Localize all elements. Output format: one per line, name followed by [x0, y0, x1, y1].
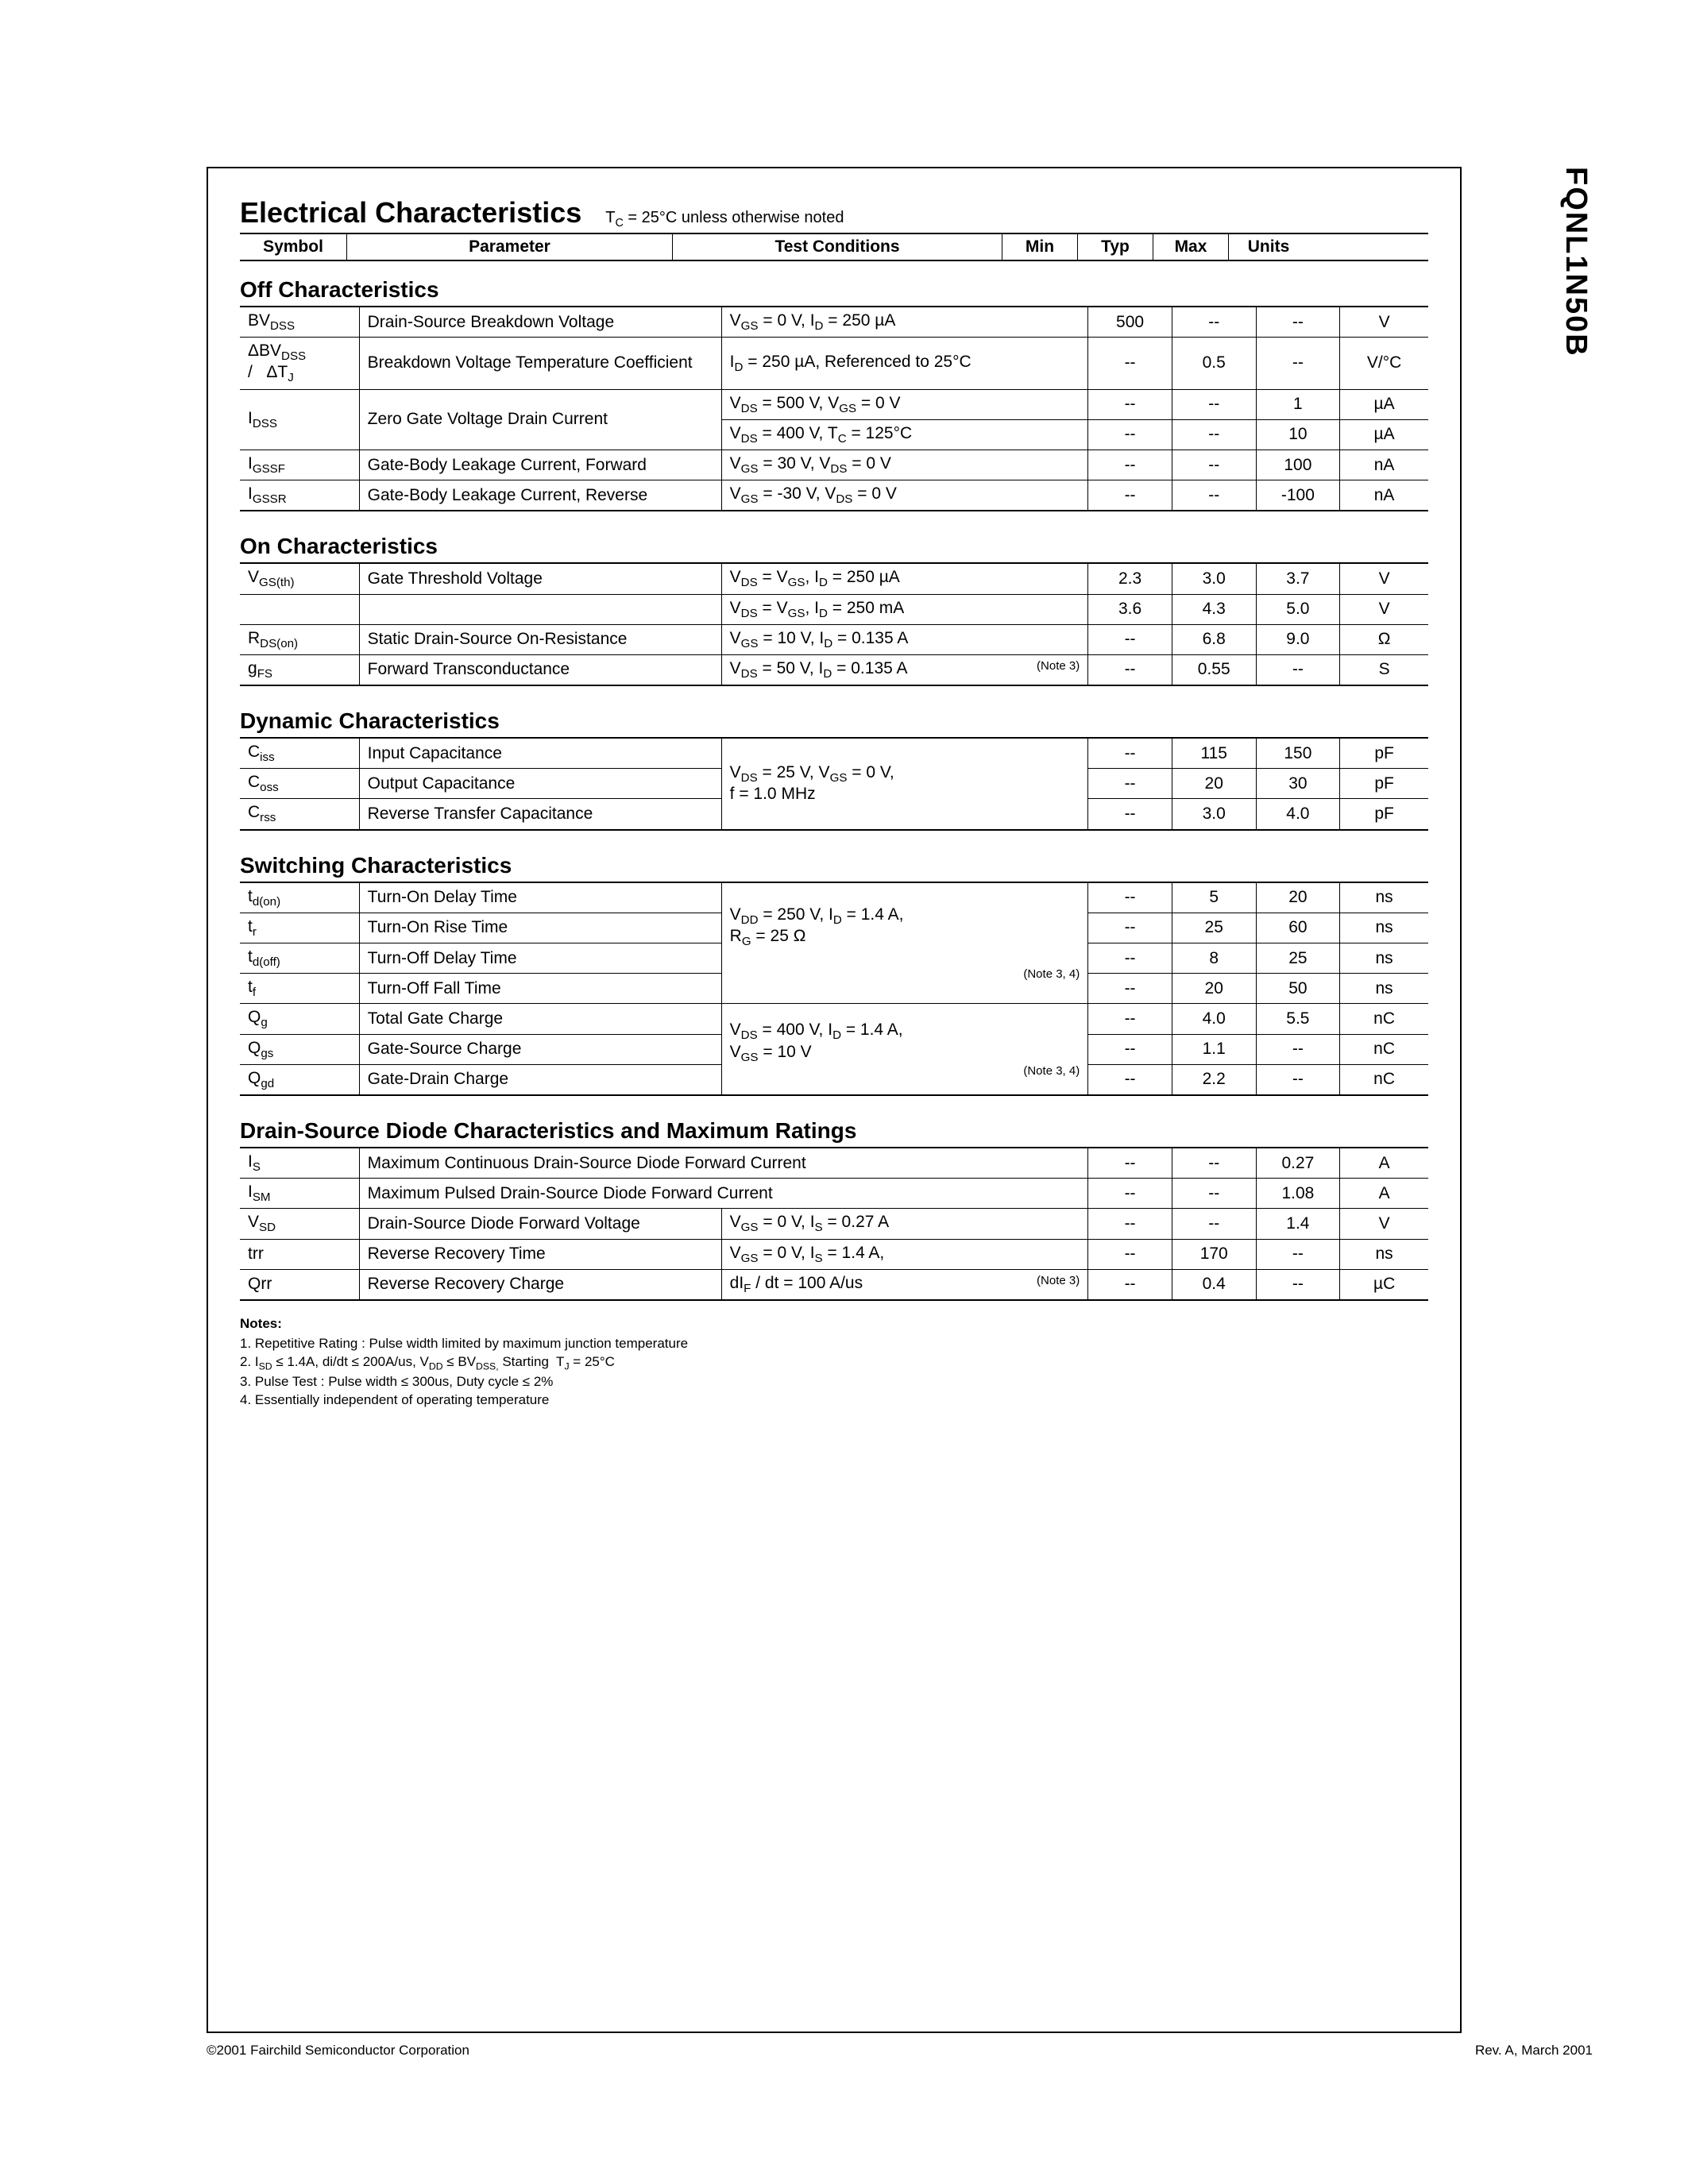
main-title: Electrical Characteristics: [240, 196, 581, 230]
section-off-title: Off Characteristics: [240, 277, 1428, 303]
table-diode: ISMaximum Continuous Drain-Source Diode …: [240, 1147, 1428, 1301]
table-header-row: Symbol Parameter Test Conditions Min Typ…: [240, 233, 1428, 261]
title-row: Electrical Characteristics TC = 25°C unl…: [240, 196, 1428, 230]
table-row: IGSSRGate-Body Leakage Current, ReverseV…: [240, 480, 1428, 511]
notes-heading: Notes:: [240, 1315, 1428, 1333]
note-4: 4. Essentially independent of operating …: [240, 1391, 1428, 1410]
section-dynamic-title: Dynamic Characteristics: [240, 708, 1428, 734]
col-max: Max: [1153, 234, 1229, 260]
table-off: BVDSSDrain-Source Breakdown VoltageVGS =…: [240, 306, 1428, 511]
col-symbol: Symbol: [240, 234, 347, 260]
table-row: ISMMaximum Pulsed Drain-Source Diode For…: [240, 1179, 1428, 1209]
table-row: ISMaximum Continuous Drain-Source Diode …: [240, 1148, 1428, 1179]
table-row: BVDSSDrain-Source Breakdown VoltageVGS =…: [240, 307, 1428, 338]
col-typ: Typ: [1078, 234, 1153, 260]
section-diode-title: Drain-Source Diode Characteristics and M…: [240, 1118, 1428, 1144]
table-on: VGS(th)Gate Threshold VoltageVDS = VGS, …: [240, 562, 1428, 686]
table-row: trrReverse Recovery TimeVGS = 0 V, IS = …: [240, 1239, 1428, 1269]
page-frame: Electrical Characteristics TC = 25°C unl…: [207, 167, 1462, 2033]
footer-copyright: ©2001 Fairchild Semiconductor Corporatio…: [207, 2043, 469, 2059]
col-min: Min: [1002, 234, 1078, 260]
table-row: QgTotal Gate ChargeVDS = 400 V, ID = 1.4…: [240, 1004, 1428, 1034]
table-row: VGS(th)Gate Threshold VoltageVDS = VGS, …: [240, 563, 1428, 594]
table-row: IGSSFGate-Body Leakage Current, ForwardV…: [240, 450, 1428, 480]
table-switching: td(on)Turn-On Delay TimeVDD = 250 V, ID …: [240, 882, 1428, 1096]
section-switching-title: Switching Characteristics: [240, 853, 1428, 878]
footer-revision: Rev. A, March 2001: [1475, 2043, 1593, 2059]
col-conditions: Test Conditions: [673, 234, 1002, 260]
table-row: IDSSZero Gate Voltage Drain CurrentVDS =…: [240, 389, 1428, 419]
table-row: td(on)Turn-On Delay TimeVDD = 250 V, ID …: [240, 882, 1428, 913]
col-units: Units: [1229, 234, 1308, 260]
table-row: QrrReverse Recovery ChargedIF / dt = 100…: [240, 1269, 1428, 1300]
title-note: TC = 25°C unless otherwise noted: [605, 209, 844, 230]
table-row: VSDDrain-Source Diode Forward VoltageVGS…: [240, 1209, 1428, 1239]
note-2: 2. ISD ≤ 1.4A, di/dt ≤ 200A/us, VDD ≤ BV…: [240, 1353, 1428, 1373]
notes-block: Notes: 1. Repetitive Rating : Pulse widt…: [240, 1315, 1428, 1410]
col-parameter: Parameter: [347, 234, 673, 260]
table-row: ΔBVDSS/ ΔTJBreakdown Voltage Temperature…: [240, 338, 1428, 389]
note-1: 1. Repetitive Rating : Pulse width limit…: [240, 1335, 1428, 1353]
table-dynamic: CissInput CapacitanceVDS = 25 V, VGS = 0…: [240, 737, 1428, 831]
table-row: VDS = VGS, ID = 250 mA3.64.35.0V: [240, 594, 1428, 624]
table-row: CissInput CapacitanceVDS = 25 V, VGS = 0…: [240, 738, 1428, 769]
section-on-title: On Characteristics: [240, 534, 1428, 559]
part-number-sidebar: FQNL1N50B: [1559, 167, 1593, 357]
table-row: RDS(on)Static Drain-Source On-Resistance…: [240, 624, 1428, 654]
note-3: 3. Pulse Test : Pulse width ≤ 300us, Dut…: [240, 1373, 1428, 1391]
table-row: gFSForward TransconductanceVDS = 50 V, I…: [240, 654, 1428, 685]
